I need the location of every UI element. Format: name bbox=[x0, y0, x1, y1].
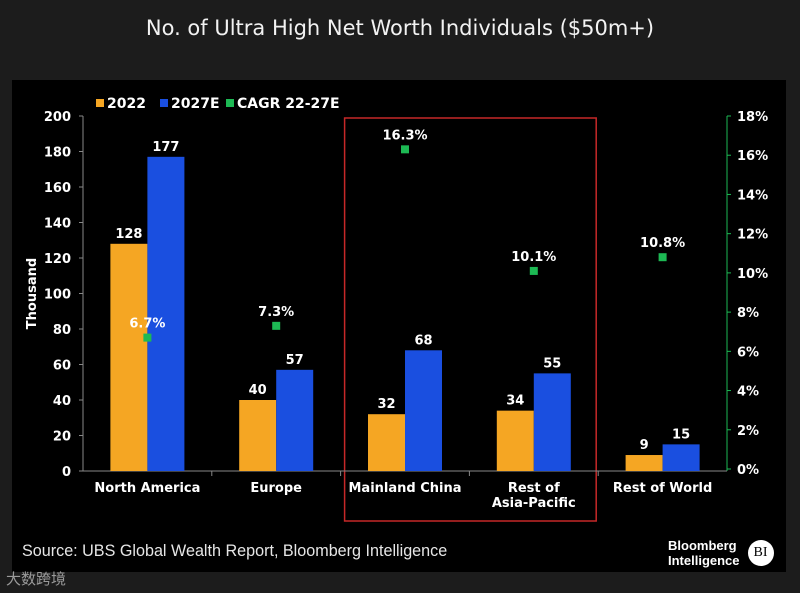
data-label-2022: 40 bbox=[249, 383, 267, 398]
bar-2022 bbox=[368, 414, 405, 471]
logo-line1: Bloomberg bbox=[668, 538, 737, 553]
legend-swatch bbox=[226, 99, 234, 107]
y-tick-label: 200 bbox=[44, 110, 71, 125]
y2-tick-label: 6% bbox=[737, 345, 759, 360]
data-label-2022: 34 bbox=[506, 394, 524, 409]
data-label-2022: 9 bbox=[640, 438, 649, 453]
y-tick-label: 60 bbox=[53, 359, 71, 374]
watermark: 大数跨境 bbox=[6, 570, 67, 588]
bar-2027e bbox=[405, 350, 442, 471]
bar-2022 bbox=[239, 400, 277, 471]
bar-2022 bbox=[110, 243, 148, 471]
legend-label: 2027E bbox=[171, 96, 220, 112]
x-tick-label: Rest of World bbox=[613, 481, 712, 496]
y-tick-label: 80 bbox=[53, 323, 71, 338]
legend-label: CAGR 22-27E bbox=[237, 96, 340, 112]
legend-swatch bbox=[96, 99, 104, 107]
data-label-2027e: 57 bbox=[286, 353, 304, 368]
x-tick-label: Rest of bbox=[508, 481, 560, 496]
cagr-point bbox=[272, 321, 281, 330]
data-label-cagr: 10.1% bbox=[511, 250, 556, 265]
y2-tick-label: 14% bbox=[737, 188, 768, 203]
bar-2027e bbox=[276, 369, 314, 471]
data-label-2027e: 55 bbox=[543, 356, 561, 371]
y-tick-label: 0 bbox=[62, 465, 71, 480]
bar-2022 bbox=[625, 455, 663, 471]
bar-2027e bbox=[147, 156, 185, 471]
data-label-2022: 32 bbox=[377, 397, 395, 412]
data-label-2027e: 68 bbox=[414, 333, 432, 348]
x-tick-label: North America bbox=[94, 481, 200, 496]
highlight-box bbox=[343, 117, 597, 522]
chart-panel: 0 20 40 60 80 100 120 140 160 180 200 0% 2% 4% 6% 8% 10%… bbox=[12, 80, 786, 572]
bar-2027e bbox=[533, 373, 571, 471]
cagr-point bbox=[658, 253, 667, 262]
y2-tick-label: 2% bbox=[737, 424, 759, 439]
y-tick-label: 40 bbox=[53, 394, 71, 409]
bar-2022 bbox=[496, 410, 534, 471]
y2-tick-label: 18% bbox=[737, 110, 768, 125]
y2-tick-label: 12% bbox=[737, 228, 768, 243]
source-note: Source: UBS Global Wealth Report, Bloomb… bbox=[22, 541, 448, 560]
x-tick-label: Asia-Pacific bbox=[492, 496, 576, 511]
y-axis-label: Thousand bbox=[25, 258, 40, 329]
y-tick-label: 160 bbox=[44, 181, 71, 196]
cagr-point bbox=[401, 145, 409, 154]
y-tick-label: 100 bbox=[44, 288, 71, 303]
legend-label: 2022 bbox=[107, 96, 146, 112]
y-tick-label: 20 bbox=[53, 430, 71, 445]
data-label-2027e: 177 bbox=[152, 140, 179, 155]
data-label-cagr: 16.3% bbox=[382, 128, 427, 143]
data-label-2022: 128 bbox=[115, 227, 142, 242]
chart-title: No. of Ultra High Net Worth Individuals … bbox=[145, 16, 655, 40]
bloomberg-logo: Bloomberg Intelligence BI bbox=[668, 538, 774, 568]
logo-line2: Intelligence bbox=[668, 553, 740, 568]
y-tick-label: 120 bbox=[44, 252, 71, 267]
y-tick-label: 140 bbox=[44, 217, 71, 232]
chart-svg: 0 20 40 60 80 100 120 140 160 180 200 0% 2% 4% 6% 8% 10%… bbox=[25, 96, 768, 522]
x-tick-label: Mainland China bbox=[348, 481, 461, 496]
y2-tick-label: 0% bbox=[737, 463, 759, 478]
y-tick-label: 180 bbox=[44, 146, 71, 161]
cagr-point bbox=[143, 333, 152, 342]
legend-swatch bbox=[160, 99, 168, 107]
y2-tick-label: 10% bbox=[737, 267, 768, 282]
y2-tick-label: 4% bbox=[737, 385, 759, 400]
y2-tick-label: 8% bbox=[737, 306, 759, 321]
bi-badge-icon: BI bbox=[747, 540, 774, 566]
bar-2027e bbox=[662, 444, 700, 471]
x-tick-label: Europe bbox=[250, 481, 302, 496]
data-label-cagr: 6.7% bbox=[129, 317, 165, 332]
data-label-cagr: 10.8% bbox=[640, 236, 685, 251]
y2-tick-label: 16% bbox=[737, 149, 768, 164]
cagr-point bbox=[529, 266, 538, 275]
data-label-2027e: 15 bbox=[672, 427, 690, 442]
data-label-cagr: 7.3% bbox=[258, 305, 294, 320]
